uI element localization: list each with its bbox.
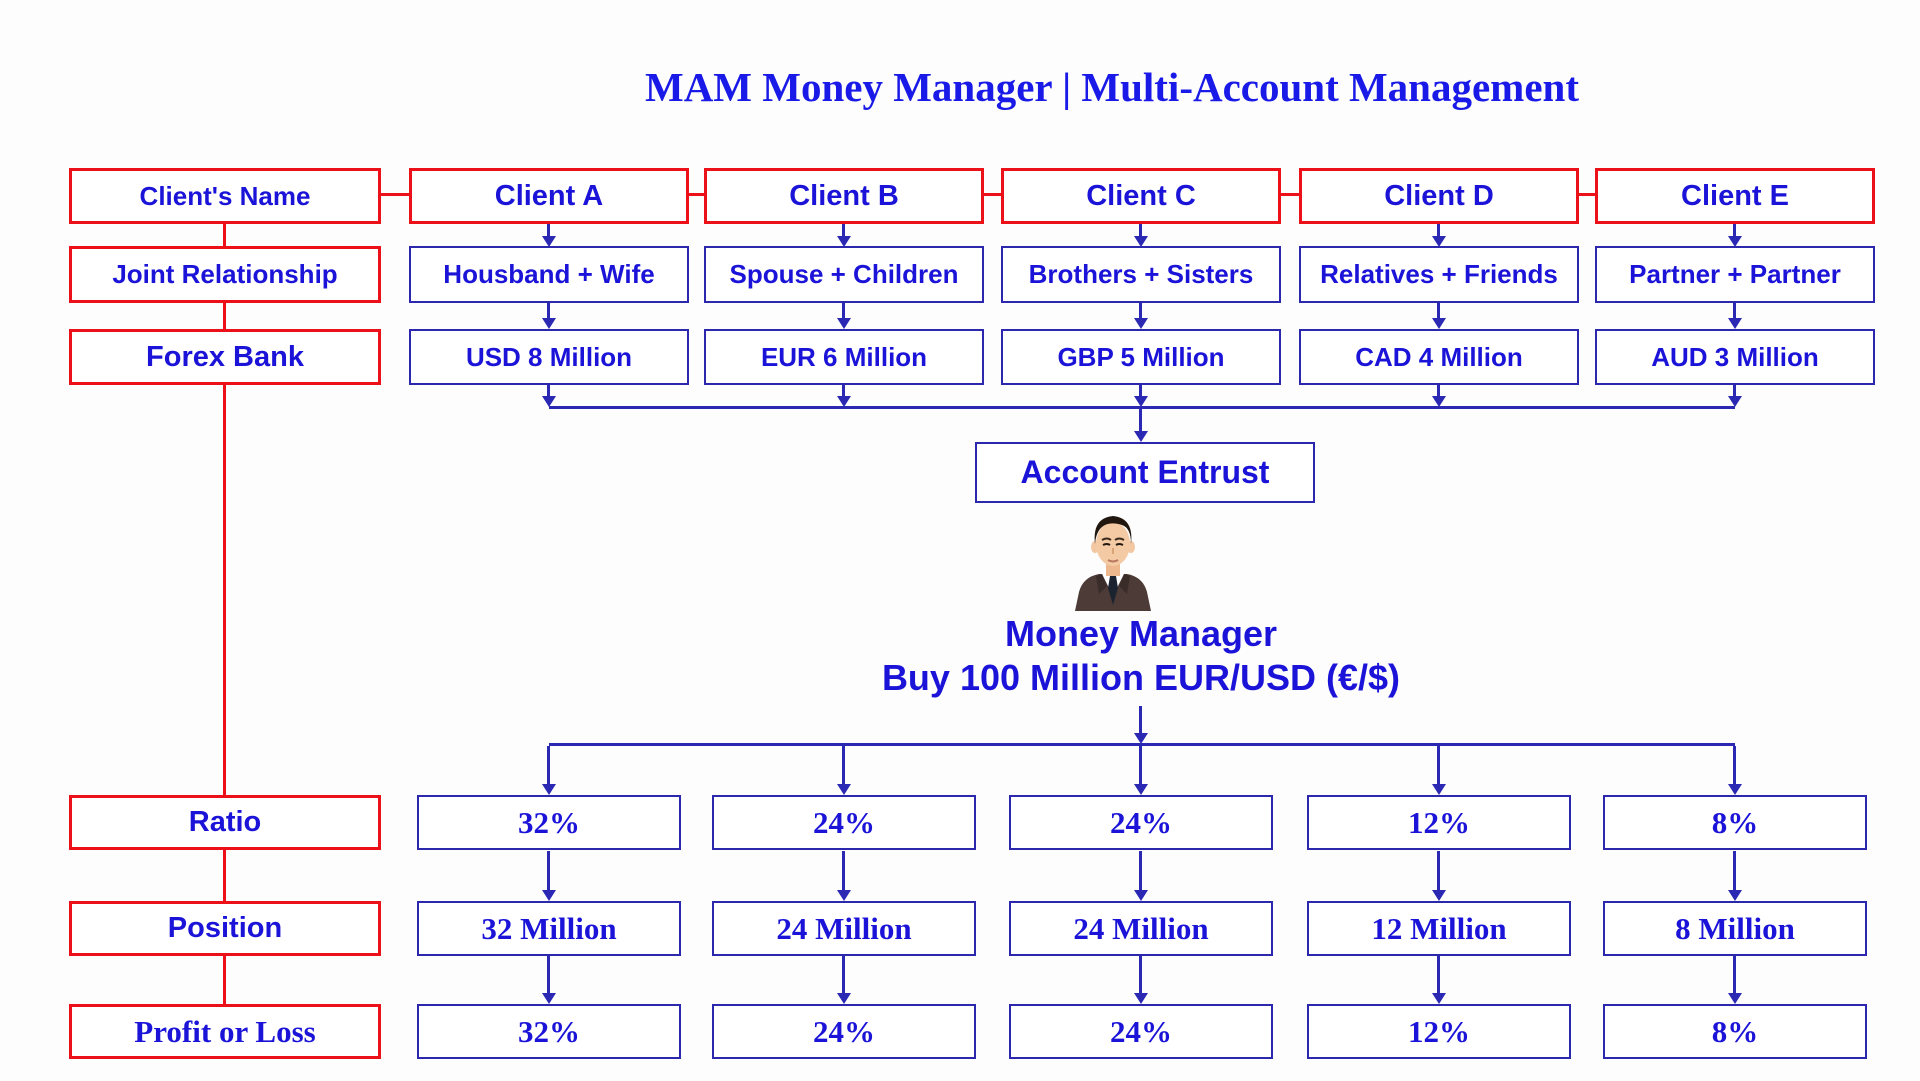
arrow-ratio-position-e (1733, 851, 1736, 891)
relationship-a-box: Housband + Wife (409, 246, 689, 303)
arrow-fund-e-down (1733, 385, 1736, 397)
arrow-position-profit-a (547, 956, 550, 994)
arrow-client-c-down (1139, 224, 1142, 237)
convergence-bus-line (549, 406, 1735, 409)
red-connector-ratio-position (223, 848, 226, 903)
client-d-box: Client D (1299, 168, 1579, 224)
arrow-position-profit-b (842, 956, 845, 994)
client-a-box: Client A (409, 168, 689, 224)
arrow-client-e-down (1733, 224, 1736, 237)
fund-d-box: CAD 4 Million (1299, 329, 1579, 385)
label-profit-or-loss: Profit or Loss (69, 1004, 381, 1059)
position-b-box: 24 Million (712, 901, 976, 956)
label-clients-name: Client's Name (69, 168, 381, 224)
arrow-relationship-d-down (1437, 303, 1440, 319)
red-connector-d-e (1579, 193, 1595, 196)
arrow-bus-ratio-d (1437, 746, 1440, 785)
fund-e-box: AUD 3 Million (1595, 329, 1875, 385)
money-manager-avatar (1075, 516, 1151, 611)
profit-e-box: 8% (1603, 1004, 1867, 1059)
arrow-relationship-c-down (1139, 303, 1142, 319)
fund-a-box: USD 8 Million (409, 329, 689, 385)
red-connector-position-profit (223, 954, 226, 1006)
account-entrust-box: Account Entrust (975, 442, 1315, 503)
arrow-position-profit-d (1437, 956, 1440, 994)
arrow-bus-to-entrust (1139, 409, 1142, 432)
arrow-bus-ratio-e (1733, 746, 1736, 785)
distribution-bus-line (549, 743, 1735, 746)
arrow-relationship-b-down (842, 303, 845, 319)
ratio-e-box: 8% (1603, 795, 1867, 850)
red-connector-row2-row3 (223, 301, 226, 331)
ratio-a-box: 32% (417, 795, 681, 850)
arrow-manager-to-bus (1139, 706, 1142, 734)
arrow-fund-b-down (842, 385, 845, 397)
arrow-fund-d-down (1437, 385, 1440, 397)
arrow-relationship-a-down (547, 303, 550, 319)
client-b-box: Client B (704, 168, 984, 224)
money-manager-title: Money Manager (1004, 613, 1278, 654)
red-connector-b-c (984, 193, 1001, 196)
arrow-ratio-position-c (1139, 851, 1142, 891)
arrow-fund-c-down (1139, 385, 1142, 397)
client-c-box: Client C (1001, 168, 1281, 224)
arrow-client-a-down (547, 224, 550, 237)
red-connector-row1-row2 (223, 222, 226, 248)
arrow-ratio-position-a (547, 851, 550, 891)
arrow-bus-ratio-a (547, 746, 550, 785)
profit-c-box: 24% (1009, 1004, 1273, 1059)
arrow-client-d-down (1437, 224, 1440, 237)
page-title: MAM Money Manager | Multi-Account Manage… (645, 64, 1579, 110)
relationship-c-box: Brothers + Sisters (1001, 246, 1281, 303)
ratio-c-box: 24% (1009, 795, 1273, 850)
arrow-fund-a-down (547, 385, 550, 397)
label-position: Position (69, 901, 381, 956)
position-d-box: 12 Million (1307, 901, 1571, 956)
relationship-b-box: Spouse + Children (704, 246, 984, 303)
profit-a-box: 32% (417, 1004, 681, 1059)
position-c-box: 24 Million (1009, 901, 1273, 956)
label-forex-bank: Forex Bank (69, 329, 381, 385)
red-connector-forexbank-ratio (223, 383, 226, 797)
money-manager-action: Buy 100 Million EUR/USD (€/$) (881, 657, 1401, 698)
red-connector-label-a (381, 193, 409, 196)
arrow-client-b-down (842, 224, 845, 237)
ratio-d-box: 12% (1307, 795, 1571, 850)
arrow-ratio-position-d (1437, 851, 1440, 891)
relationship-e-box: Partner + Partner (1595, 246, 1875, 303)
red-connector-a-b (689, 193, 704, 196)
label-joint-relationship: Joint Relationship (69, 246, 381, 303)
fund-b-box: EUR 6 Million (704, 329, 984, 385)
arrow-position-profit-c (1139, 956, 1142, 994)
position-a-box: 32 Million (417, 901, 681, 956)
client-e-box: Client E (1595, 168, 1875, 224)
ratio-b-box: 24% (712, 795, 976, 850)
arrow-bus-ratio-c (1139, 746, 1142, 785)
profit-b-box: 24% (712, 1004, 976, 1059)
arrow-relationship-e-down (1733, 303, 1736, 319)
profit-d-box: 12% (1307, 1004, 1571, 1059)
relationship-d-box: Relatives + Friends (1299, 246, 1579, 303)
arrow-bus-ratio-b (842, 746, 845, 785)
label-ratio: Ratio (69, 795, 381, 850)
position-e-box: 8 Million (1603, 901, 1867, 956)
arrow-position-profit-e (1733, 956, 1736, 994)
fund-c-box: GBP 5 Million (1001, 329, 1281, 385)
arrow-ratio-position-b (842, 851, 845, 891)
red-connector-c-d (1281, 193, 1299, 196)
